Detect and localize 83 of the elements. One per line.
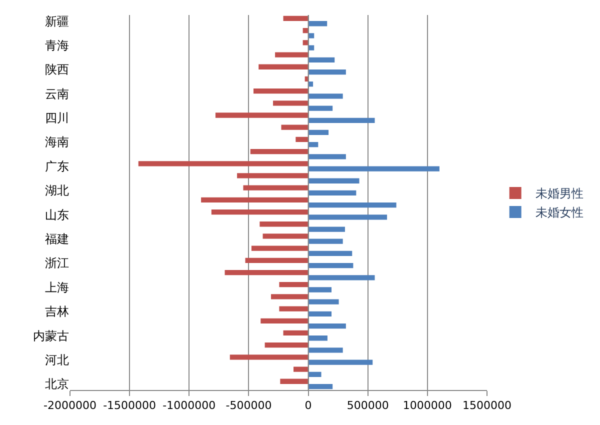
bar bbox=[262, 234, 308, 239]
bar bbox=[270, 294, 308, 300]
bar bbox=[308, 154, 346, 160]
bar bbox=[308, 311, 332, 317]
x-tick-label: 1000000 bbox=[402, 399, 452, 412]
y-tick-label: 北京 bbox=[45, 377, 69, 392]
bar bbox=[308, 384, 333, 390]
bar bbox=[264, 342, 308, 348]
bar bbox=[308, 94, 343, 99]
bar bbox=[308, 250, 352, 256]
bar bbox=[308, 118, 375, 123]
y-tick-label: 云南 bbox=[45, 86, 69, 101]
y-tick-label: 海南 bbox=[45, 135, 69, 150]
bar bbox=[280, 378, 308, 384]
bar bbox=[308, 57, 335, 62]
y-tick-label: 上海 bbox=[45, 280, 69, 294]
y-tick-label: 河北 bbox=[45, 352, 69, 367]
bar bbox=[250, 148, 308, 154]
bar bbox=[260, 222, 308, 227]
bar bbox=[308, 178, 360, 184]
bar bbox=[279, 282, 308, 288]
bar bbox=[281, 124, 308, 130]
bar bbox=[308, 275, 375, 280]
bar bbox=[253, 88, 308, 94]
bar bbox=[308, 360, 373, 365]
bar bbox=[251, 246, 308, 251]
bar bbox=[283, 16, 308, 22]
y-tick-label: 青海 bbox=[45, 38, 69, 52]
bar bbox=[224, 270, 308, 276]
bar bbox=[308, 336, 328, 341]
bar bbox=[211, 209, 308, 215]
bar bbox=[273, 100, 308, 106]
y-tick-label: 陕西 bbox=[45, 62, 69, 77]
legend-label: 未婚男性 bbox=[535, 186, 584, 201]
bar bbox=[308, 214, 388, 220]
bar bbox=[215, 112, 308, 118]
x-tick-label: -1500000 bbox=[103, 399, 156, 412]
x-tick-label: 500000 bbox=[346, 399, 389, 412]
bar bbox=[308, 287, 332, 292]
x-tick-label: 0 bbox=[304, 399, 312, 412]
bar bbox=[308, 190, 356, 196]
bar bbox=[308, 262, 354, 268]
y-tick-label: 吉林 bbox=[45, 304, 69, 319]
bar bbox=[230, 354, 308, 360]
bar bbox=[237, 173, 308, 178]
bar bbox=[296, 136, 308, 142]
bar bbox=[243, 185, 308, 190]
legend-label: 未婚女性 bbox=[535, 206, 584, 220]
bar bbox=[260, 318, 308, 324]
y-tick-label: 浙江 bbox=[45, 256, 69, 270]
bar bbox=[308, 106, 333, 111]
bar bbox=[308, 33, 314, 38]
bar bbox=[308, 21, 328, 26]
bar bbox=[308, 348, 343, 353]
bar bbox=[308, 372, 322, 377]
bar bbox=[283, 330, 308, 336]
bar bbox=[275, 52, 308, 58]
bar bbox=[308, 202, 396, 208]
bar bbox=[308, 130, 329, 136]
x-tick-label: -2000000 bbox=[44, 399, 96, 412]
bar bbox=[308, 299, 339, 304]
bar bbox=[308, 69, 346, 75]
x-tick-label: 1500000 bbox=[462, 399, 512, 412]
bar bbox=[308, 323, 346, 329]
y-tick-label: 内蒙古 bbox=[33, 328, 69, 343]
bar bbox=[308, 238, 343, 244]
y-tick-label: 新疆 bbox=[45, 14, 69, 28]
x-tick-label: -1000000 bbox=[162, 399, 216, 412]
bar bbox=[308, 166, 440, 172]
y-tick-label: 四川 bbox=[45, 111, 69, 126]
bar bbox=[201, 197, 308, 202]
bar bbox=[258, 64, 308, 70]
bar bbox=[138, 161, 308, 166]
bar bbox=[308, 226, 345, 232]
bar bbox=[279, 306, 308, 312]
y-tick-label: 广东 bbox=[45, 159, 69, 174]
x-tick-label: -500000 bbox=[226, 399, 272, 412]
bar bbox=[245, 258, 308, 263]
y-tick-label: 福建 bbox=[45, 232, 69, 246]
y-tick-label: 山东 bbox=[45, 208, 69, 222]
bar bbox=[294, 366, 308, 372]
bar bbox=[308, 45, 314, 50]
y-tick-label: 湖北 bbox=[45, 184, 69, 198]
